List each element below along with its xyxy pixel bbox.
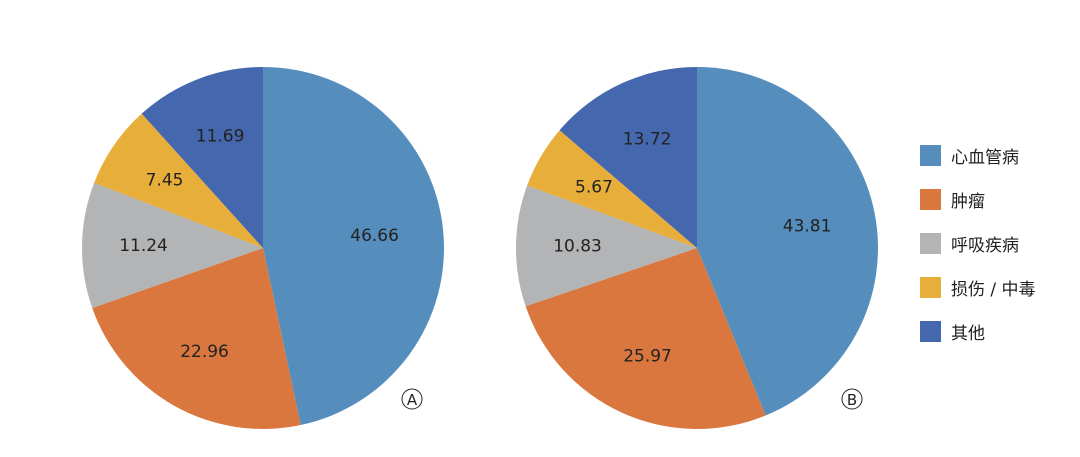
slice-value-label: 10.83	[553, 237, 602, 257]
pie-slice-injury	[527, 130, 697, 248]
legend-item-injury: 损伤 / 中毒	[920, 276, 1036, 300]
pie-slice-respiratory	[516, 185, 697, 307]
pie-slice-cardiovascular	[263, 67, 445, 426]
pie-chart-a: 46.66 22.96 11.24 7.45 11.69 A	[82, 67, 445, 429]
slice-value-label: 25.97	[623, 347, 672, 367]
slice-value-label: 43.81	[783, 216, 832, 236]
pie-slice-respiratory	[82, 182, 263, 309]
pie-slice-cardiovascular	[697, 67, 879, 416]
pie-slice-other	[141, 67, 263, 248]
legend-swatch	[920, 232, 941, 254]
slice-value-label: 5.67	[575, 178, 613, 198]
legend-swatch	[920, 276, 941, 298]
panel-letter-circle	[841, 388, 863, 410]
legend-item-other: 其他	[920, 320, 1036, 344]
legend-item-cardiovascular: 心血管病	[920, 144, 1036, 168]
slice-value-label: 7.45	[146, 170, 184, 190]
slice-value-label: 13.72	[623, 129, 672, 149]
legend-label: 损伤 / 中毒	[951, 279, 1036, 300]
slice-value-label: 11.24	[119, 236, 168, 256]
legend-label: 心血管病	[951, 147, 1019, 168]
legend-swatch	[920, 320, 941, 342]
slice-value-label: 11.69	[196, 127, 245, 147]
pie-slice-injury	[94, 113, 263, 249]
pie-slice-other	[559, 67, 697, 248]
legend-swatch	[920, 188, 941, 210]
pie-chart-b: 43.81 25.97 10.83 5.67 13.72 B	[516, 67, 879, 430]
pie-slice-tumor	[525, 248, 766, 430]
legend-item-tumor: 肿瘤	[920, 188, 1036, 212]
legend-item-respiratory: 呼吸疾病	[920, 232, 1036, 256]
legend-label: 呼吸疾病	[951, 235, 1019, 256]
panel-letter: B	[847, 391, 857, 409]
panel-letter-circle	[401, 388, 423, 410]
panel-letter: A	[407, 391, 418, 409]
pie-slice-tumor	[92, 248, 301, 429]
legend-label: 其他	[951, 323, 985, 344]
legend-swatch	[920, 144, 941, 166]
legend: 心血管病 肿瘤 呼吸疾病 损伤 / 中毒 其他	[920, 144, 1036, 364]
slice-value-label: 22.96	[180, 342, 229, 362]
slice-value-label: 46.66	[350, 226, 399, 246]
legend-label: 肿瘤	[951, 191, 985, 212]
